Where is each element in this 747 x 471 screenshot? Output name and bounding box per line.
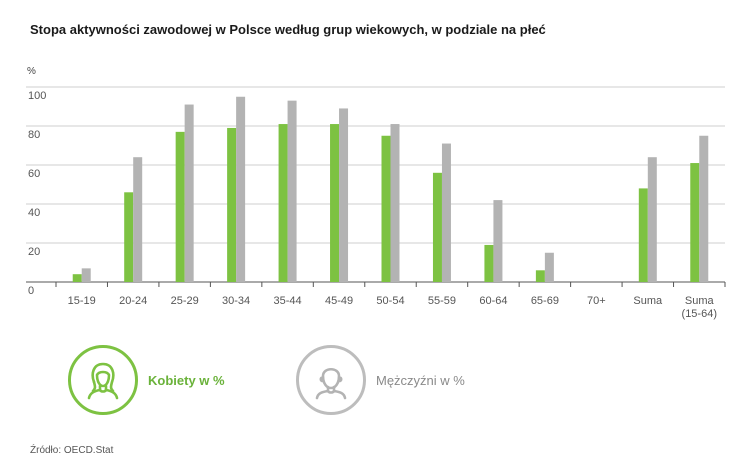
bar-men <box>441 143 451 282</box>
x-tick-label: 60-64 <box>479 295 507 307</box>
bar-women <box>690 163 700 282</box>
bar-men <box>493 200 503 282</box>
x-tick-label: 30-34 <box>222 295 250 307</box>
source-note: Źródło: OECD.Stat <box>30 445 114 456</box>
y-tick-label: 60 <box>28 168 40 180</box>
y-tick-label: 0 <box>28 285 34 297</box>
x-tick-label: 20-24 <box>119 295 147 307</box>
bar-men <box>699 135 709 282</box>
bar-women <box>330 124 340 282</box>
legend-men-label: Mężczyźni w % <box>376 372 465 388</box>
x-tick-label: Suma <box>685 295 715 307</box>
chart-title: Stopa aktywności zawodowej w Polsce wedł… <box>30 22 546 37</box>
bar-women <box>124 192 134 282</box>
x-tick-label: 15-19 <box>68 295 96 307</box>
x-tick-label: Suma <box>633 295 663 307</box>
y-axis-unit-label: % <box>27 66 36 77</box>
bar-women <box>72 274 82 282</box>
bar-women <box>535 270 545 282</box>
bar-women <box>484 244 494 282</box>
x-tick-label: 70+ <box>587 295 606 307</box>
x-tick-label: 45-49 <box>325 295 353 307</box>
x-tick-label: 50-54 <box>376 295 404 307</box>
bar-men <box>647 157 657 282</box>
bar-men <box>184 104 194 282</box>
bar-women <box>432 172 442 282</box>
bar-men <box>287 100 297 283</box>
bar-men <box>544 252 554 282</box>
legend-men: Mężczyźni w % <box>296 345 465 415</box>
y-tick-label: 40 <box>28 207 40 219</box>
legend-women-label: Kobiety w % <box>148 372 225 388</box>
bar-men <box>236 96 246 282</box>
x-tick-label: 65-69 <box>531 295 559 307</box>
bar-men <box>339 108 349 282</box>
bar-women <box>227 127 237 282</box>
y-tick-label: 20 <box>28 246 40 258</box>
bar-women <box>381 135 391 282</box>
bar-men <box>390 124 400 282</box>
x-tick-label: (15-64) <box>682 308 717 320</box>
bar-men <box>81 268 91 282</box>
legend-women: Kobiety w % <box>68 345 225 415</box>
y-tick-label: 80 <box>28 129 40 141</box>
bar-men <box>133 157 143 282</box>
bar-chart: 0 20 40 60 80 100 15-19 20-24 25-29 30-34 35-44 45-… <box>26 86 726 320</box>
x-tick-label: 25-29 <box>171 295 199 307</box>
x-tick-label: 35-44 <box>274 295 302 307</box>
x-tick-label: 55-59 <box>428 295 456 307</box>
woman-icon <box>68 345 138 415</box>
bar-women <box>175 131 185 282</box>
y-tick-label: 100 <box>28 90 46 102</box>
bar-women <box>638 188 648 282</box>
bar-women <box>278 124 288 282</box>
man-icon <box>296 345 366 415</box>
